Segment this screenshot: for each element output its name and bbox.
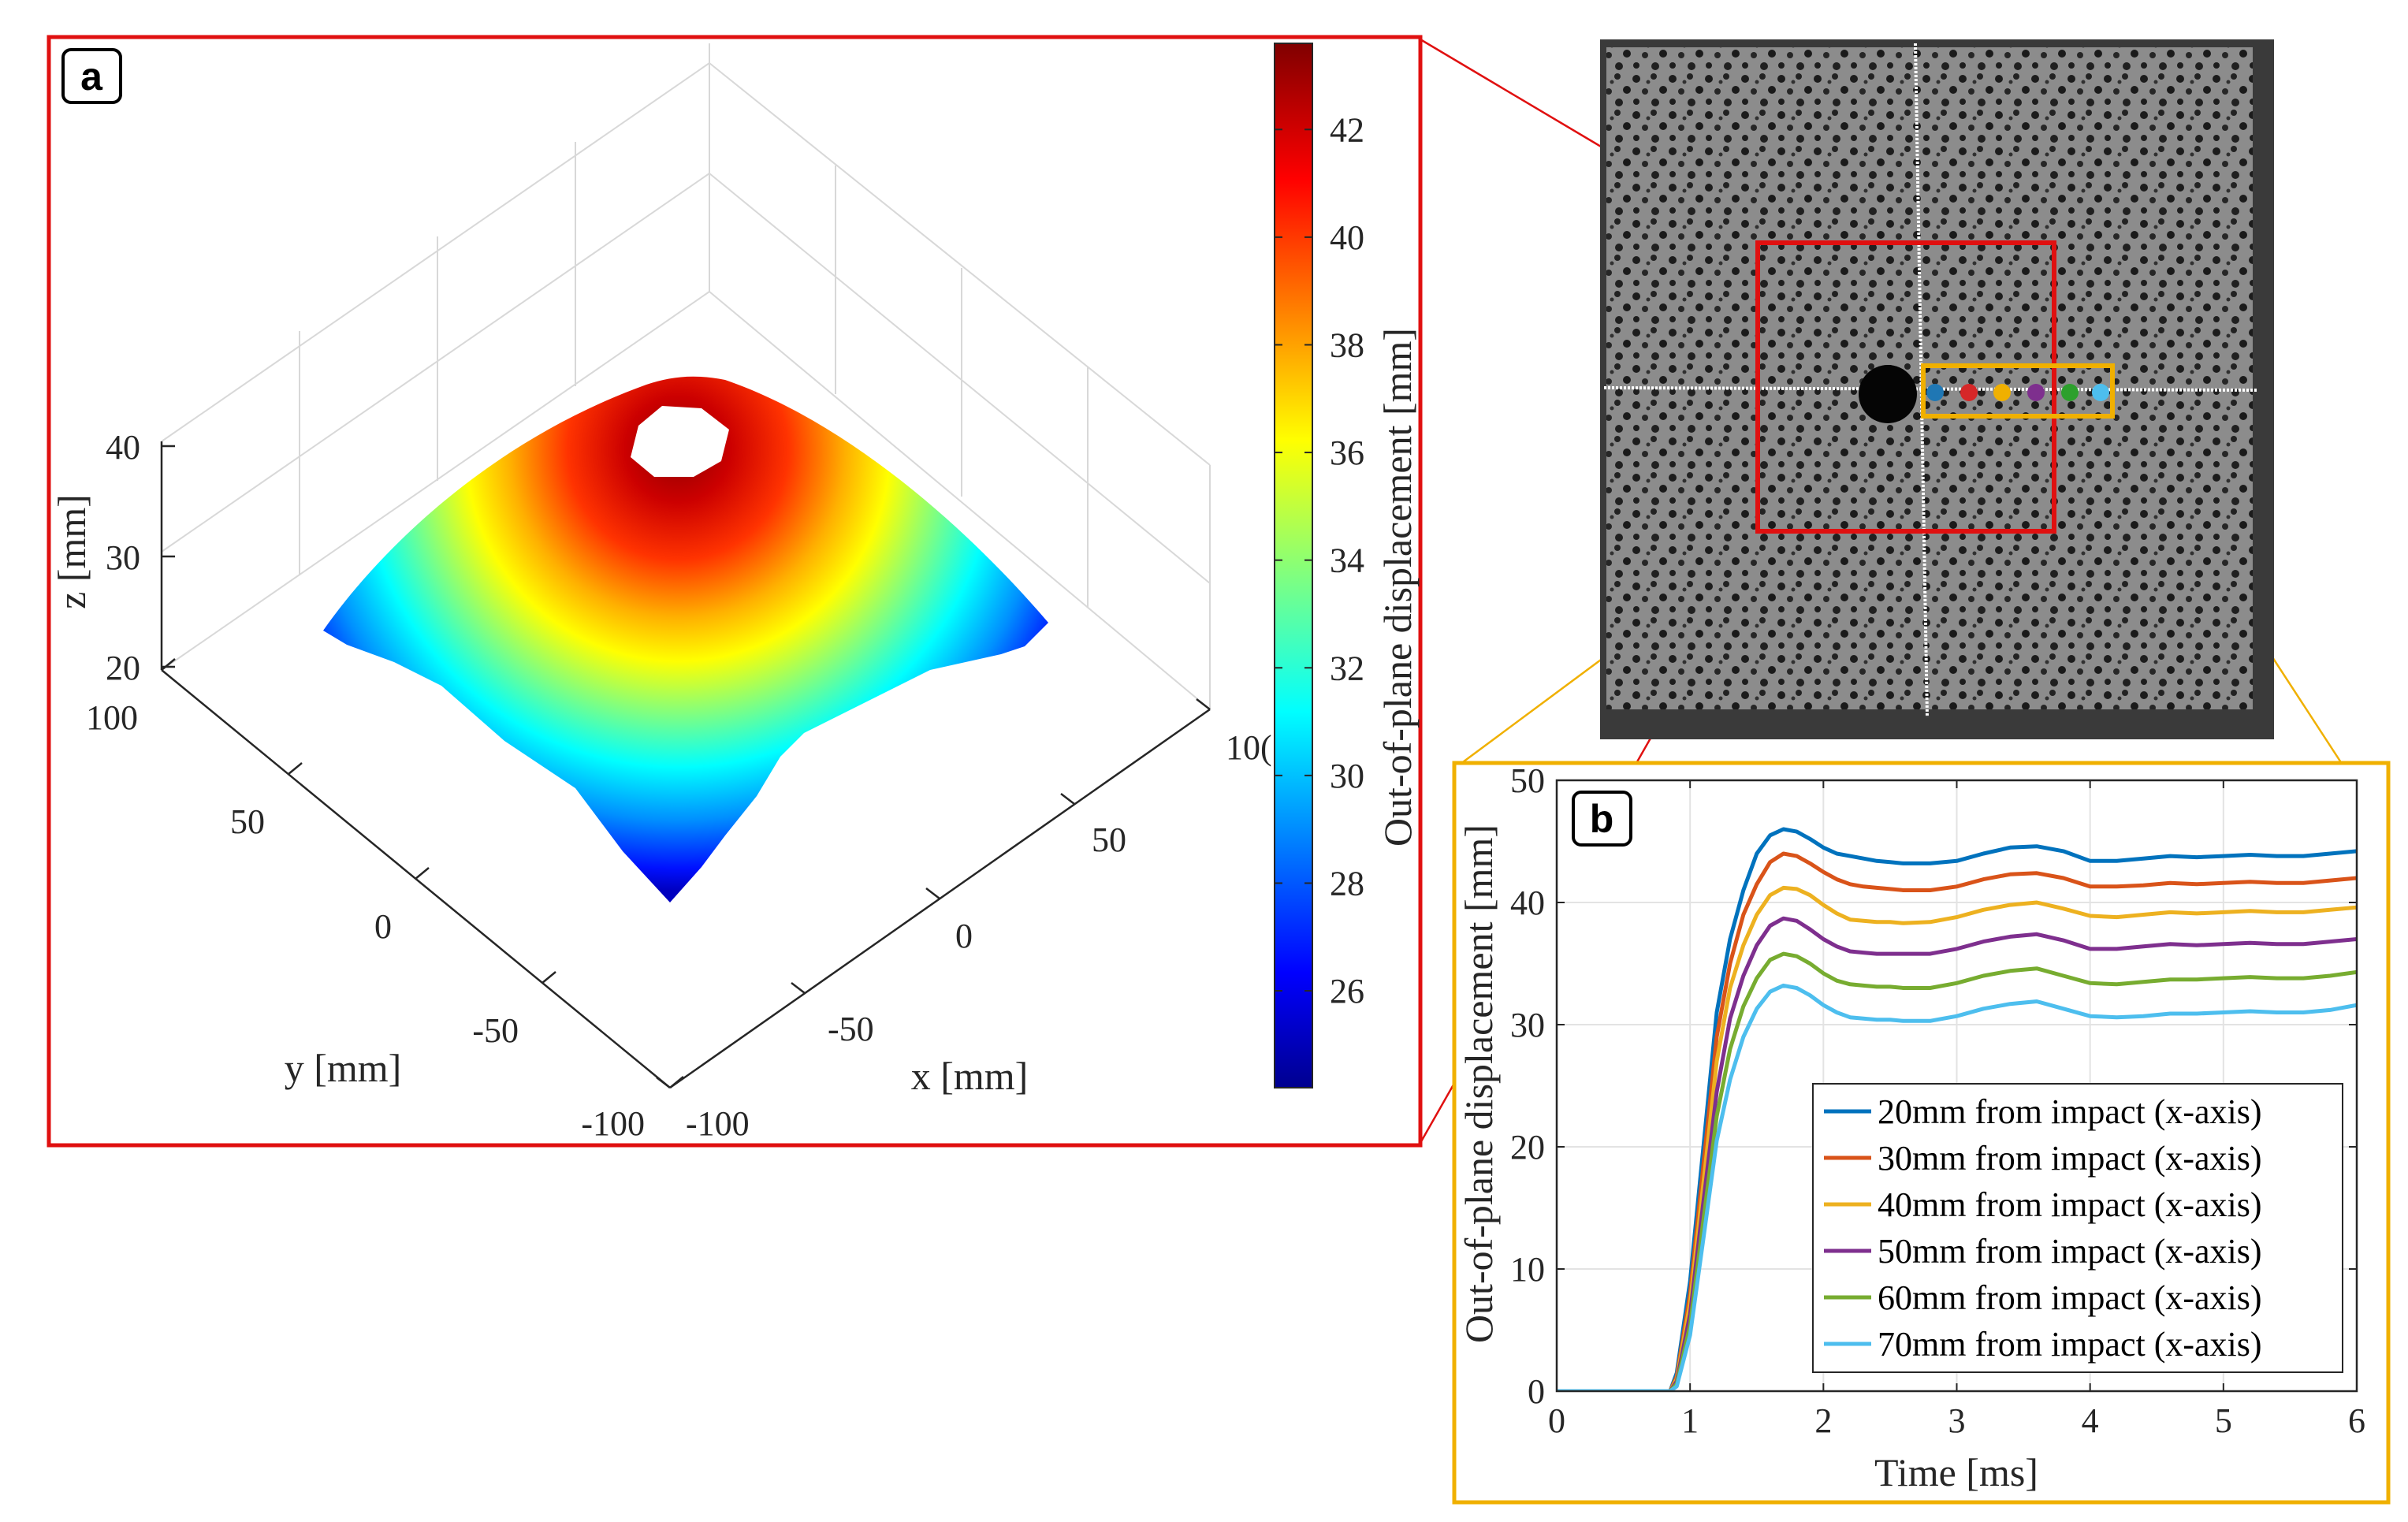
legend-label: 60mm from impact (x-axis) <box>1878 1278 2262 1317</box>
z-tick: 20 <box>106 649 140 687</box>
series-line <box>1557 885 2357 1391</box>
y-tick-label: 10 <box>1510 1250 1545 1289</box>
measurement-point <box>1960 384 1978 401</box>
x-tick: -50 <box>828 1010 874 1048</box>
region-box <box>1755 240 2056 534</box>
panel-a-axes <box>160 441 1211 1089</box>
measurement-point <box>2092 384 2109 401</box>
speckle-pattern <box>1606 47 2253 709</box>
series-line <box>1557 851 2357 1391</box>
colorbar-tick-label: 30 <box>1330 757 1364 795</box>
panel-b: 0 1 2 3 4 5 6 0 10 20 30 40 50 b Time [ms] Out-of-pl… <box>1452 761 2391 1505</box>
x-tick-label: 2 <box>1814 1401 1832 1440</box>
y-tick: -100 <box>581 1104 645 1143</box>
legend-label: 20mm from impact (x-axis) <box>1878 1092 2262 1131</box>
colorbar-tick-label: 36 <box>1330 434 1364 472</box>
panel-b-x-label: Time [ms] <box>1874 1450 2038 1494</box>
impact-hole <box>1859 365 1917 423</box>
x-tick-label: 1 <box>1681 1401 1699 1440</box>
colorbar-tick-label: 42 <box>1330 110 1364 149</box>
colorbar-tick-label: 38 <box>1330 326 1364 364</box>
colorbar-tick-label: 34 <box>1330 541 1364 580</box>
measurement-point <box>1993 384 2011 401</box>
measurement-point <box>2061 384 2079 401</box>
x-tick: 0 <box>955 917 973 955</box>
z-tick: 30 <box>106 538 140 577</box>
y-tick: 50 <box>230 802 265 841</box>
y-tick-label: 30 <box>1510 1006 1545 1044</box>
surface-top-cutout <box>631 406 729 477</box>
x-tick-label: 0 <box>1548 1401 1565 1440</box>
y-tick: 100 <box>86 698 138 737</box>
panel-a-surface <box>323 376 1048 902</box>
colorbar-tick-label: 26 <box>1330 972 1364 1010</box>
panel-a: a <box>47 35 1423 1148</box>
legend-label: 70mm from impact (x-axis) <box>1878 1325 2262 1364</box>
y-tick: 0 <box>374 907 392 946</box>
panel-b-y-label: Out-of-plane displacement [mm] <box>1457 824 1501 1343</box>
y-axis-label: y [mm] <box>285 1046 402 1090</box>
panel-a-label: a <box>80 54 103 99</box>
colorbar-ticks: 26 28 30 32 34 36 38 40 42 <box>1275 110 1364 1010</box>
x-tick: -100 <box>686 1104 750 1143</box>
panel-a-3d-grid <box>161 43 1211 710</box>
specimen-photo <box>1600 39 2274 739</box>
x-tick-label: 5 <box>2215 1401 2232 1440</box>
measurement-point <box>2027 384 2045 401</box>
legend-label: 40mm from impact (x-axis) <box>1878 1185 2262 1224</box>
measurement-points <box>1926 384 2109 401</box>
x-tick-label: 3 <box>1948 1401 1966 1440</box>
panel-a-z-ticks: 20 30 40 <box>106 428 140 687</box>
x-axis-label: x [mm] <box>911 1054 1029 1098</box>
panel-b-label: b <box>1590 797 1614 841</box>
panel-b-label-box: b <box>1572 791 1632 847</box>
series-lines <box>1557 827 2357 1391</box>
panel-a-x-ticks: -100 -50 0 50 10( <box>686 728 1272 1143</box>
x-tick: 10( <box>1226 728 1272 767</box>
panel-b-legend: 20mm from impact (x-axis) 30mm from impac… <box>1812 1083 2343 1373</box>
colorbar-label: Out-of-plane displacement [mm] <box>1375 328 1420 847</box>
y-tick-label: 20 <box>1510 1128 1545 1167</box>
colorbar-tick-label: 32 <box>1330 649 1364 687</box>
colorbar-tick-label: 28 <box>1330 864 1364 902</box>
y-tick: -50 <box>472 1011 519 1050</box>
panel-a-label-box: a <box>61 48 122 104</box>
legend-label: 30mm from impact (x-axis) <box>1878 1139 2262 1178</box>
legend-label: 50mm from impact (x-axis) <box>1878 1232 2262 1271</box>
colorbar-gradient <box>1274 43 1313 1088</box>
y-tick-label: 0 <box>1528 1372 1545 1411</box>
panel-a-colorbar: 26 28 30 32 34 36 38 40 42 Out-of-plane displace… <box>1274 43 1420 1088</box>
panel-a-frame <box>47 35 1423 1148</box>
x-tick-label: 6 <box>2348 1401 2365 1440</box>
z-tick: 40 <box>106 428 140 467</box>
x-tick-label: 4 <box>2082 1401 2099 1440</box>
series-line <box>1557 951 2357 1391</box>
measurement-point <box>1926 384 1944 401</box>
series-line <box>1557 916 2357 1391</box>
point-box <box>1921 363 2115 419</box>
z-axis-label: z [mm] <box>50 494 94 609</box>
panel-a-y-ticks: 100 50 0 -50 -100 <box>86 698 645 1143</box>
y-tick-label: 40 <box>1510 884 1545 922</box>
x-tick: 50 <box>1092 821 1126 859</box>
legend-box <box>1812 1083 2343 1373</box>
series-line <box>1557 827 2357 1391</box>
y-tick-label: 50 <box>1510 761 1545 800</box>
colorbar-tick-label: 40 <box>1330 218 1364 257</box>
series-line <box>1557 983 2357 1391</box>
